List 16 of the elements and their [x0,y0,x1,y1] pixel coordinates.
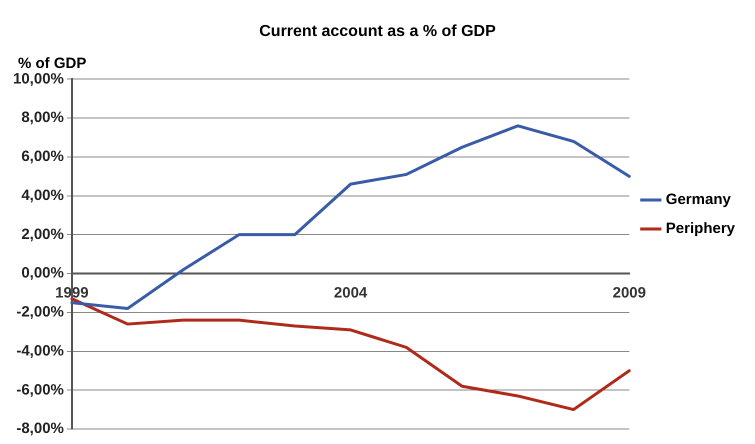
y-tick-label: -8,00% [16,420,64,438]
y-tick-label: 4,00% [21,186,64,204]
y-tick-label: 8,00% [21,109,64,126]
x-tick-label: 2004 [334,284,368,302]
y-tick-label: -2,00% [16,304,64,321]
legend-label: Germany [666,191,732,208]
y-tick-label: 0,00% [21,264,64,282]
y-axis-title: % of GDP [18,54,86,72]
legend-label: Periphery [666,220,736,238]
y-tick-label: -6,00% [16,381,64,398]
y-tick-label: 6,00% [21,148,64,166]
y-tick-label: 10,00% [13,70,64,88]
x-tick-label: 2009 [612,284,646,302]
y-tick-label: -4,00% [16,342,64,360]
y-tick-label: 2,00% [21,226,64,243]
chart-title: Current account as a % of GDP [259,23,496,40]
